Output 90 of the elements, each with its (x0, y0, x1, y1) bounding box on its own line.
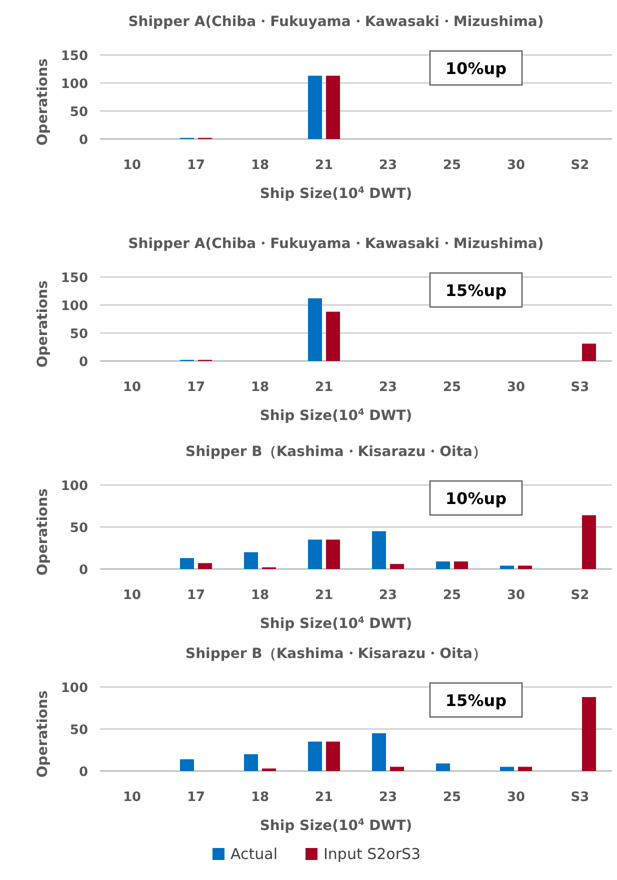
y-tick-label: 100 (60, 479, 88, 494)
x-tick-label: 25 (442, 790, 462, 805)
x-tick-label: 17 (186, 588, 206, 603)
chart-title: Shipper A(Chiba・Fukuyama・Kawasaki・Mizushima) (128, 236, 544, 252)
x-tick-label: 23 (378, 790, 398, 805)
y-tick-label: 50 (70, 723, 88, 738)
x-tick-label: 23 (378, 588, 398, 603)
x-tick-label: 17 (186, 790, 206, 805)
x-tick-label: 30 (506, 380, 526, 395)
bar (500, 566, 514, 569)
bar (582, 697, 596, 771)
x-axis-title: Ship Size(10$^{4}$ DWT) (260, 186, 412, 202)
y-tick-label: 100 (60, 77, 88, 92)
x-tick-label: 30 (506, 790, 526, 805)
bar (454, 561, 468, 569)
y-axis-title: Operations (35, 58, 51, 146)
bar (390, 564, 404, 569)
bar (372, 531, 386, 569)
y-tick-label: 0 (78, 765, 88, 780)
x-tick-label: 25 (442, 158, 462, 173)
bar (518, 566, 532, 569)
x-tick-label: 17 (186, 380, 206, 395)
x-tick-label: 30 (506, 588, 526, 603)
y-tick-label: 150 (60, 271, 88, 286)
y-tick-label: 100 (60, 681, 88, 696)
x-tick-label: 25 (442, 380, 462, 395)
bar (390, 766, 404, 771)
x-tick-label: 21 (314, 158, 334, 173)
bar (308, 298, 322, 361)
x-tick-label: S3 (570, 790, 590, 805)
legend-label: Actual (230, 845, 278, 863)
y-tick-label: 0 (78, 563, 88, 578)
x-tick-label: 21 (314, 380, 334, 395)
x-tick-label: 10 (122, 380, 142, 395)
bar (326, 312, 340, 361)
annotation: 15%up (445, 691, 507, 710)
x-tick-label: 10 (122, 790, 142, 805)
y-tick-label: 150 (60, 49, 88, 64)
bar (180, 558, 194, 569)
x-tick-label: 21 (314, 790, 334, 805)
x-tick-label: 30 (506, 158, 526, 173)
chart-title: Shipper A(Chiba・Fukuyama・Kawasaki・Mizushima) (128, 14, 544, 30)
bar (244, 754, 258, 771)
y-tick-label: 100 (60, 299, 88, 314)
y-axis-title: Operations (35, 690, 51, 778)
x-tick-label: 23 (378, 380, 398, 395)
chart-title: Shipper B（Kashima・Kisarazu・Oita） (186, 444, 486, 460)
x-axis-title: Ship Size(10$^{4}$ DWT) (260, 818, 412, 834)
x-tick-label: 10 (122, 588, 142, 603)
x-tick-label: S3 (570, 380, 590, 395)
bar (244, 552, 258, 569)
x-axis-title: Ship Size(10$^{4}$ DWT) (260, 616, 412, 632)
y-tick-label: 50 (70, 105, 88, 120)
annotation: 10%up (445, 59, 507, 78)
bar (326, 540, 340, 569)
bar (198, 563, 212, 569)
bar (518, 766, 532, 771)
bar (582, 344, 596, 361)
bar (180, 759, 194, 771)
x-tick-label: 25 (442, 588, 462, 603)
y-axis-title: Operations (35, 488, 51, 576)
x-tick-label: 21 (314, 588, 334, 603)
x-tick-label: 17 (186, 158, 206, 173)
x-tick-label: 10 (122, 158, 142, 173)
x-tick-label: S2 (570, 588, 590, 603)
x-tick-label: 18 (250, 380, 270, 395)
y-tick-label: 50 (70, 327, 88, 342)
x-tick-label: 23 (378, 158, 398, 173)
x-tick-label: 18 (250, 790, 270, 805)
x-tick-label: 18 (250, 588, 270, 603)
y-tick-label: 0 (78, 355, 88, 370)
x-tick-label: 18 (250, 158, 270, 173)
y-tick-label: 50 (70, 521, 88, 536)
y-axis-title: Operations (35, 280, 51, 368)
bar (308, 540, 322, 569)
bar (308, 742, 322, 771)
chart-title: Shipper B（Kashima・Kisarazu・Oita） (186, 646, 486, 662)
bar (372, 733, 386, 771)
legend-label: Input S2orS3 (324, 845, 421, 863)
bar (262, 768, 276, 771)
bar (326, 742, 340, 771)
x-tick-label: S2 (570, 158, 590, 173)
bar (582, 515, 596, 569)
annotation: 10%up (445, 489, 507, 508)
annotation: 15%up (445, 281, 507, 300)
bar (436, 763, 450, 771)
bar (436, 561, 450, 569)
y-tick-label: 0 (78, 133, 88, 148)
bar (500, 766, 514, 771)
x-axis-title: Ship Size(10$^{4}$ DWT) (260, 408, 412, 424)
